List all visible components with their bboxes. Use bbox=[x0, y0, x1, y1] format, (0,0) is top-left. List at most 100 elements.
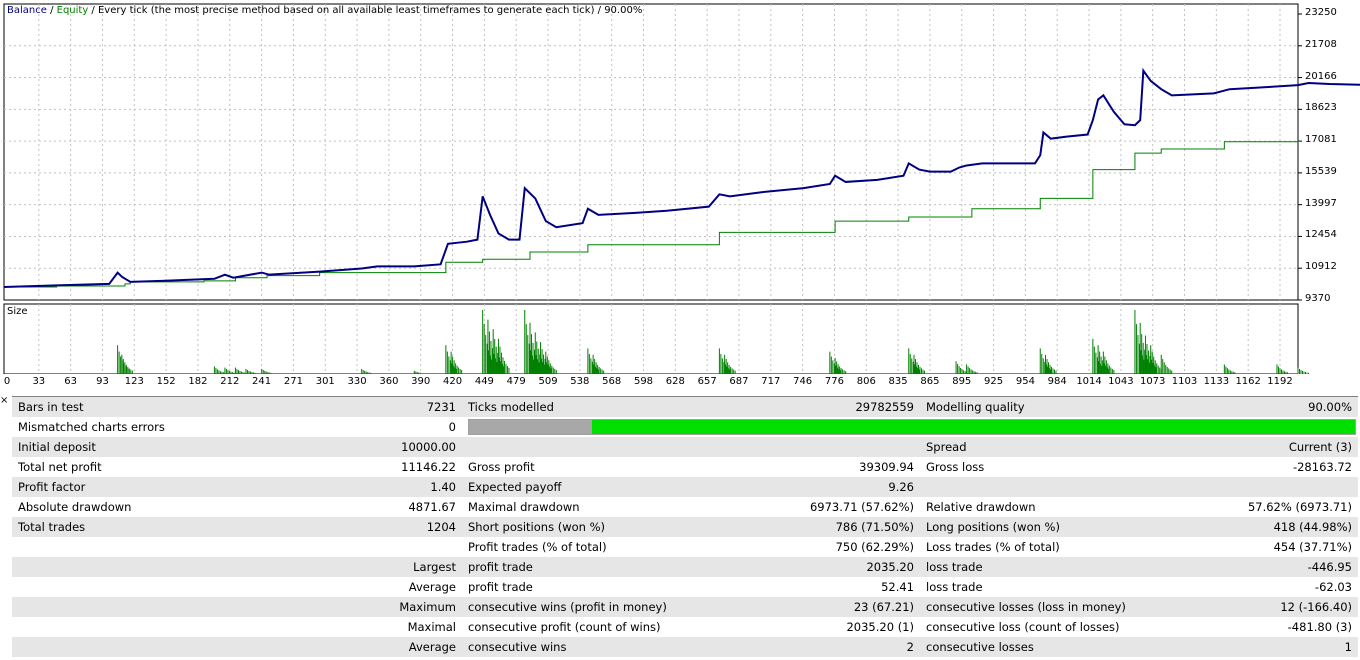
report-row: Average consecutive wins 2 consecutive loss… bbox=[12, 637, 1358, 657]
report-row: Bars in test 7231 Ticks modelled 29782559 Mo… bbox=[12, 397, 1358, 417]
row-label bbox=[12, 577, 217, 597]
y-tick-label: 15539 bbox=[1305, 165, 1337, 177]
row-label: consecutive losses (loss in money) bbox=[920, 597, 1126, 617]
report-row: Absolute drawdown 4871.67 Maximal drawdown… bbox=[12, 497, 1358, 517]
report-table: Bars in test 7231 Ticks modelled 29782559 Mo… bbox=[12, 397, 1358, 657]
y-tick-label: 20166 bbox=[1305, 70, 1337, 82]
row-value: 0 bbox=[448, 420, 456, 434]
report-row: Initial deposit 10000.00 Spread Current (3) bbox=[12, 437, 1358, 457]
x-tick-label: 509 bbox=[538, 376, 558, 387]
row-label: Bars in test bbox=[12, 397, 217, 417]
x-tick-label: 776 bbox=[824, 376, 844, 387]
row-label: Gross profit bbox=[468, 460, 535, 474]
x-tick-label: 182 bbox=[188, 376, 208, 387]
report-row: Profit trades (% of total) 750 (62.29%) Lo… bbox=[12, 537, 1358, 557]
row-label: Profit trades (% of total) bbox=[468, 540, 607, 554]
row-value: 1.40 bbox=[217, 477, 462, 497]
row-label: Long positions (won %) bbox=[920, 517, 1125, 537]
size-frame bbox=[3, 303, 1299, 374]
row-value: 786 (71.50%) bbox=[667, 517, 920, 537]
x-tick-label: 628 bbox=[665, 376, 685, 387]
y-tick-label: 17081 bbox=[1305, 134, 1337, 146]
x-tick-label: 717 bbox=[761, 376, 781, 387]
x-tick-label: 954 bbox=[1015, 376, 1035, 387]
y-tick-label: 12454 bbox=[1305, 229, 1337, 241]
y-tick-label: 18623 bbox=[1305, 102, 1337, 114]
report-row: Maximal consecutive profit (count of wins… bbox=[12, 617, 1358, 637]
y-tick-label: 13997 bbox=[1305, 197, 1337, 209]
x-tick-label: 301 bbox=[315, 376, 335, 387]
x-tick-label: 1133 bbox=[1203, 376, 1230, 387]
x-tick-label: 390 bbox=[411, 376, 431, 387]
row-label: Relative drawdown bbox=[926, 500, 1036, 514]
row-label bbox=[12, 617, 217, 637]
row-label: loss trade bbox=[920, 557, 1125, 577]
quality-bar-gray bbox=[469, 420, 592, 434]
x-axis: 0 33 63 93 123 152 182 212 241 271 301 330 360 390 420… bbox=[0, 374, 1360, 396]
row-value: 750 (62.29%) bbox=[835, 540, 914, 554]
x-tick-label: 63 bbox=[64, 376, 78, 387]
x-tick-label: 925 bbox=[984, 376, 1004, 387]
close-icon[interactable]: × bbox=[0, 395, 9, 406]
row-value: 52.41 bbox=[881, 580, 914, 594]
x-tick-label: 806 bbox=[856, 376, 876, 387]
x-tick-label: 360 bbox=[379, 376, 399, 387]
row-value bbox=[667, 437, 920, 457]
row-value: Average bbox=[408, 580, 456, 594]
row-value: Largest bbox=[217, 557, 462, 577]
report-row: Maximum consecutive wins (profit in money… bbox=[12, 597, 1358, 617]
report-row: Mismatched charts errors 0 bbox=[12, 417, 1358, 437]
balance-equity-chart bbox=[3, 3, 1360, 301]
row-value: 10000.00 bbox=[217, 437, 462, 457]
row-value: 90.00% bbox=[1125, 397, 1358, 417]
row-label bbox=[12, 537, 217, 557]
x-tick-label: 33 bbox=[32, 376, 46, 387]
row-value: 4871.67 bbox=[408, 500, 456, 514]
row-value: 23 (67.21) bbox=[667, 597, 920, 617]
row-value: -28163.72 bbox=[1292, 460, 1352, 474]
x-tick-label: 598 bbox=[633, 376, 654, 387]
x-tick-label: 1014 bbox=[1076, 376, 1102, 387]
row-value: 9.26 bbox=[667, 477, 920, 497]
row-value: 1 bbox=[1125, 637, 1358, 657]
row-label: Mismatched charts errors bbox=[18, 420, 165, 434]
x-tick-label: 538 bbox=[570, 376, 590, 387]
row-label bbox=[462, 437, 667, 457]
report-panel: Bars in test 7231 Ticks modelled 29782559 Mo… bbox=[12, 396, 1358, 657]
row-label bbox=[12, 637, 217, 657]
report-row: Largest profit trade 2035.20 loss trade -446… bbox=[12, 557, 1358, 577]
row-value: 29782559 bbox=[667, 397, 920, 417]
x-tick-label: 0 bbox=[3, 376, 11, 387]
row-value: 7231 bbox=[217, 397, 462, 417]
row-label bbox=[12, 557, 217, 577]
legend-separator: / bbox=[46, 5, 57, 16]
x-tick-label: 835 bbox=[888, 376, 908, 387]
row-value: Average bbox=[217, 637, 462, 657]
y-tick-label: 9370 bbox=[1305, 293, 1331, 304]
size-label: Size bbox=[7, 306, 28, 317]
x-tick-label: 687 bbox=[729, 376, 749, 387]
x-tick-label: 420 bbox=[443, 376, 463, 387]
row-value: 39309.94 bbox=[859, 460, 914, 474]
row-value: 1204 bbox=[217, 517, 462, 537]
y-tick-label: 10912 bbox=[1305, 261, 1337, 273]
row-value: 2035.20 (1) bbox=[846, 620, 914, 634]
y-tick-label: 21708 bbox=[1305, 38, 1337, 50]
row-value bbox=[217, 537, 462, 557]
row-value: -446.95 bbox=[1125, 557, 1358, 577]
report-row: Total trades 1204 Short positions (won %) 7… bbox=[12, 517, 1358, 537]
legend-equity: Equity bbox=[56, 5, 89, 16]
row-label: profit trade bbox=[462, 557, 667, 577]
legend-description: / Every tick (the most precise method ba… bbox=[88, 5, 643, 16]
x-tick-label: 1073 bbox=[1139, 376, 1166, 387]
row-label: Initial deposit bbox=[12, 437, 217, 457]
row-label: Profit factor bbox=[12, 477, 217, 497]
report-row: Total net profit 11146.22 Gross profit 3930… bbox=[12, 457, 1358, 477]
row-value: 12 (-166.40) bbox=[1125, 597, 1358, 617]
row-label bbox=[12, 597, 217, 617]
report-row: Average profit trade 52.41 loss trade -62.03 bbox=[12, 577, 1358, 597]
row-label: Gross loss bbox=[926, 460, 985, 474]
chart-legend: Balance / Equity / Every tick (the most … bbox=[7, 5, 642, 16]
x-tick-label: 123 bbox=[124, 376, 144, 387]
row-label: Total net profit bbox=[18, 460, 102, 474]
